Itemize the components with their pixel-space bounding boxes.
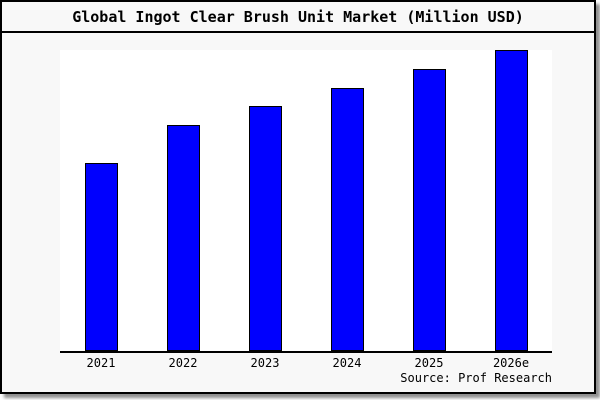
bar-2025 — [412, 68, 446, 351]
source-credit: Source: Prof Research — [400, 371, 552, 385]
x-tick-label-2024: 2024 — [332, 356, 362, 370]
chart-title: Global Ingot Clear Brush Unit Market (Mi… — [2, 2, 594, 33]
plot-area — [60, 50, 552, 353]
x-tick-label-2023: 2023 — [250, 356, 280, 370]
bar-2021 — [84, 162, 118, 351]
bar-2023 — [248, 106, 282, 351]
x-tick-label-2022: 2022 — [168, 356, 198, 370]
x-axis-labels: 2021 2022 2023 2024 2025 2026e — [60, 356, 552, 371]
x-tick-label-2021: 2021 — [86, 356, 116, 370]
bar-2026e — [494, 50, 528, 351]
x-tick-label-2025: 2025 — [414, 356, 444, 370]
bar-2022 — [166, 125, 200, 351]
chart-frame: Global Ingot Clear Brush Unit Market (Mi… — [0, 0, 596, 394]
bar-2024 — [330, 87, 364, 351]
x-tick-label-2026e: 2026e — [492, 356, 530, 370]
